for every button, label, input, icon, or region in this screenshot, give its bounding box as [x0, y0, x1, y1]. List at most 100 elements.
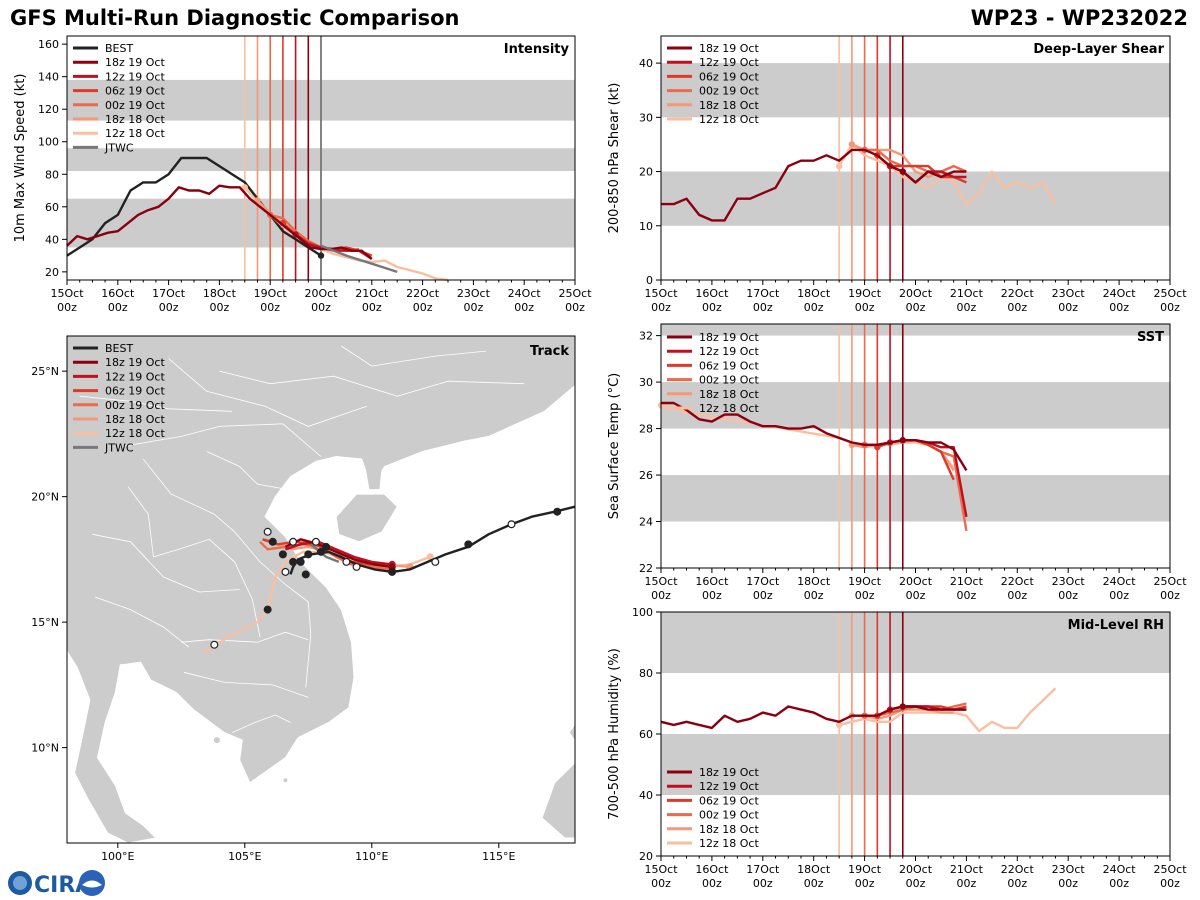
init-point	[899, 168, 906, 175]
legend-label: 06z 19 Oct	[699, 70, 759, 83]
x-tick-sublabel: 00z	[1007, 589, 1027, 602]
hainan-island	[335, 493, 398, 543]
y-tick-label: 100	[38, 136, 59, 149]
y-tick-label: 140	[38, 71, 59, 84]
best-track-marker	[507, 520, 516, 529]
x-tick-label: 17Oct	[746, 575, 780, 588]
x-tick-sublabel: 00z	[753, 877, 773, 890]
y-tick-label: 20	[639, 166, 653, 179]
x-tick-label: 15Oct	[644, 575, 678, 588]
province-border	[181, 631, 309, 643]
x-tick-sublabel: 00z	[753, 589, 773, 602]
x-tick-label: 17Oct	[746, 863, 780, 876]
y-tick-label: 120	[38, 103, 59, 116]
lon-tick-label: 110°E	[355, 850, 388, 863]
init-point	[241, 184, 248, 191]
leizhou-peninsula	[364, 459, 382, 490]
series-line-jtwc	[320, 244, 398, 274]
x-tick-label: 16Oct	[695, 575, 729, 588]
best-track-marker	[553, 507, 562, 516]
y-tick-label: 30	[639, 111, 653, 124]
x-tick-sublabel: 00z	[651, 301, 671, 314]
x-tick-label: 19Oct	[254, 287, 288, 300]
panel-title: Intensity	[504, 42, 570, 57]
shaded-band	[661, 475, 1170, 522]
province-border	[206, 451, 286, 490]
y-tick-label: 40	[639, 57, 653, 70]
legend-label: 00z 19 Oct	[699, 85, 759, 98]
x-tick-sublabel: 00z	[1007, 301, 1027, 314]
best-track-marker	[289, 537, 298, 546]
province-border	[92, 533, 240, 593]
x-tick-sublabel: 00z	[57, 301, 77, 314]
x-tick-sublabel: 00z	[362, 301, 382, 314]
lon-tick-label: 105°E	[228, 850, 261, 863]
x-tick-sublabel: 00z	[1160, 301, 1180, 314]
borneo-coast	[541, 762, 575, 839]
init-point	[899, 703, 906, 710]
x-tick-label: 21Oct	[950, 287, 984, 300]
x-tick-label: 25Oct	[1153, 575, 1187, 588]
shaded-band	[661, 382, 1170, 429]
x-tick-label: 17Oct	[746, 287, 780, 300]
best-track-marker	[342, 557, 351, 566]
legend-label: 06z 19 Oct	[105, 85, 165, 98]
land-layer	[67, 336, 575, 843]
x-tick-label: 21Oct	[355, 287, 389, 300]
x-tick-label: 25Oct	[558, 287, 592, 300]
lat-tick-label: 10°N	[31, 742, 59, 755]
chart-mid-level-rh: 15Oct00z16Oct00z17Oct00z18Oct00z19Oct00z…	[607, 606, 1187, 890]
province-border	[341, 345, 487, 367]
x-tick-label: 20Oct	[304, 287, 338, 300]
x-tick-sublabel: 00z	[702, 589, 722, 602]
province-border	[231, 714, 291, 733]
best-track-marker	[317, 547, 326, 556]
y-tick-label: 10	[639, 220, 653, 233]
best-track-marker	[431, 557, 440, 566]
province-border	[79, 395, 233, 412]
phu-quoc-island	[213, 737, 220, 744]
province-border	[168, 358, 367, 427]
x-tick-sublabel: 00z	[413, 301, 433, 314]
x-tick-label: 18Oct	[797, 575, 831, 588]
x-tick-label: 24Oct	[1103, 287, 1137, 300]
panel-title: Track	[530, 344, 569, 359]
legend-label: 06z 19 Oct	[699, 794, 759, 807]
x-tick-label: 16Oct	[695, 863, 729, 876]
legend-label: 18z 19 Oct	[105, 56, 165, 69]
legend-label: 12z 19 Oct	[699, 780, 759, 793]
x-tick-sublabel: 00z	[855, 301, 875, 314]
legend-label: 18z 18 Oct	[699, 823, 759, 836]
legend-label: 18z 19 Oct	[105, 356, 165, 369]
y-tick-label: 32	[639, 330, 653, 343]
x-tick-sublabel: 00z	[957, 877, 977, 890]
x-tick-sublabel: 00z	[108, 301, 128, 314]
best-track-marker	[301, 570, 310, 579]
series-line-r18z19	[661, 148, 967, 222]
province-border	[127, 486, 261, 638]
legend-label: 12z 19 Oct	[105, 370, 165, 383]
x-tick-sublabel: 00z	[804, 877, 824, 890]
y-tick-label: 40	[639, 789, 653, 802]
x-tick-label: 15Oct	[644, 287, 678, 300]
track-line-jtwc	[310, 543, 340, 564]
x-tick-label: 18Oct	[203, 287, 237, 300]
best-track-marker	[322, 542, 331, 551]
shaded-band	[661, 612, 1170, 673]
x-tick-label: 24Oct	[508, 287, 542, 300]
track-line-r18z19	[284, 538, 393, 569]
legend-label: 18z 19 Oct	[699, 766, 759, 779]
lat-tick-label: 25°N	[31, 365, 59, 378]
legend-label: 00z 19 Oct	[699, 374, 759, 387]
legend-label: 00z 19 Oct	[105, 399, 165, 412]
lon-tick-label: 115°E	[482, 850, 515, 863]
legend-label: 12z 18 Oct	[699, 402, 759, 415]
x-tick-sublabel: 00z	[906, 589, 926, 602]
x-tick-sublabel: 00z	[210, 301, 230, 314]
legend-label: 18z 19 Oct	[699, 331, 759, 344]
legend-label: JTWC	[104, 141, 134, 154]
panel-title: Mid-Level RH	[1068, 618, 1164, 633]
y-tick-label: 60	[639, 728, 653, 741]
legend-label: 12z 18 Oct	[699, 113, 759, 126]
